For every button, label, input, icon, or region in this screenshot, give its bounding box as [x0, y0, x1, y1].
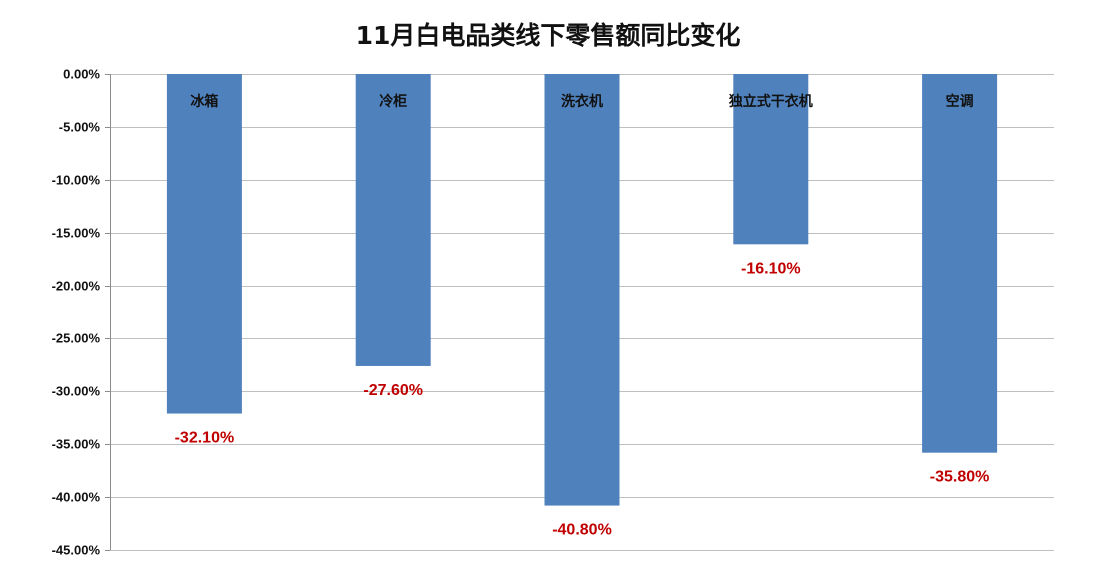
category-label: 独立式干衣机: [729, 93, 813, 110]
y-tick-label: 0.00%: [63, 67, 100, 82]
y-tick-label: -45.00%: [52, 543, 101, 558]
bar: [166, 74, 242, 414]
data-label: -40.80%: [552, 522, 612, 539]
y-axis-ticks: 0.00% -5.00% -10.00% -15.00% -20.00% -25.00% -…: [52, 67, 110, 558]
y-tick-label: -5.00%: [59, 120, 101, 135]
category-label: 冷柜: [379, 93, 407, 110]
y-tick-label: -15.00%: [52, 226, 101, 241]
data-label: -32.10%: [175, 430, 235, 447]
y-tick-label: -10.00%: [52, 173, 101, 188]
category-label: 洗衣机: [561, 93, 603, 110]
category-label: 冰箱: [190, 93, 218, 110]
y-tick-label: -40.00%: [52, 490, 101, 505]
bar: [355, 74, 431, 366]
data-label: -35.80%: [930, 469, 990, 486]
chart-title: 11月白电品类线下零售额同比变化: [356, 21, 741, 50]
data-labels: -32.10% -27.60% -40.80% -16.10% -35.80%: [175, 260, 990, 538]
category-labels: 冰箱 冷柜 洗衣机 独立式干衣机 空调: [190, 93, 973, 110]
data-label: -16.10%: [741, 260, 801, 277]
bar: [544, 74, 620, 506]
y-tick-label: -25.00%: [52, 331, 101, 346]
bar: [733, 74, 809, 245]
bars: [166, 74, 998, 506]
category-label: 空调: [946, 93, 974, 110]
data-label: -27.60%: [363, 382, 423, 399]
y-tick-label: -35.00%: [52, 437, 101, 452]
bar: [922, 74, 998, 453]
y-tick-label: -30.00%: [52, 384, 101, 399]
y-tick-label: -20.00%: [52, 279, 101, 294]
